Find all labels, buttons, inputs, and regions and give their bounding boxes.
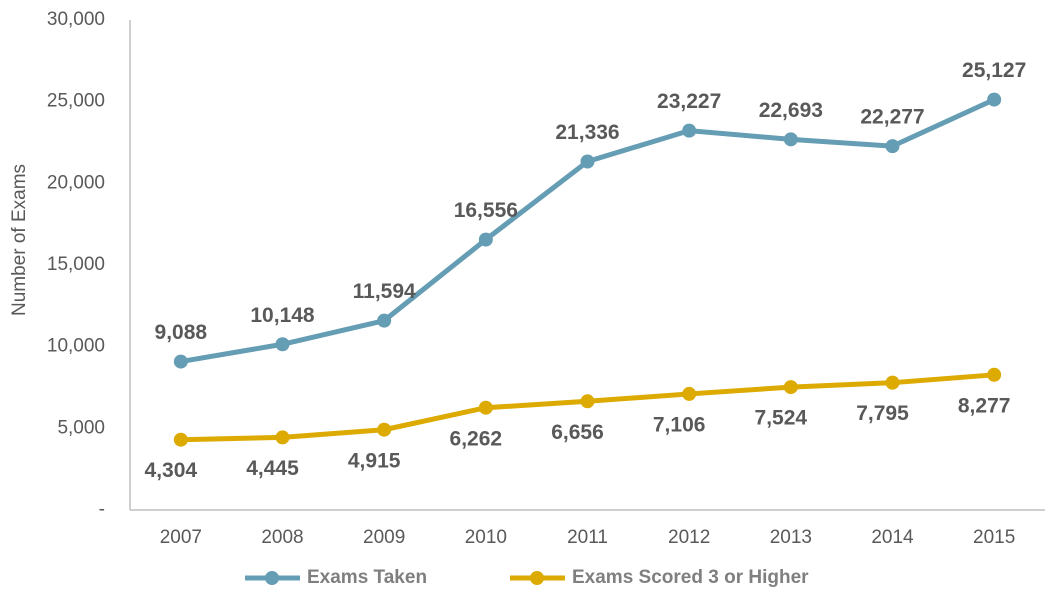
x-tick-label: 2012 xyxy=(668,527,710,548)
point xyxy=(682,386,697,401)
y-tick-label: 30,000 xyxy=(47,9,105,30)
point xyxy=(275,337,290,352)
x-tick-label: 2015 xyxy=(973,527,1015,548)
point xyxy=(783,132,798,147)
y-tick-label: 25,000 xyxy=(47,91,105,112)
point xyxy=(885,139,900,154)
data-label: 7,795 xyxy=(856,402,909,425)
point xyxy=(987,367,1002,382)
x-tick-label: 2014 xyxy=(871,527,914,548)
point xyxy=(580,394,595,409)
data-label: 22,277 xyxy=(860,106,924,129)
data-label: 8,277 xyxy=(958,394,1011,417)
y-tick-label: 15,000 xyxy=(47,254,105,275)
data-label: 4,445 xyxy=(246,457,299,480)
data-label: 11,594 xyxy=(353,280,416,303)
y-tick-label: 20,000 xyxy=(47,172,105,193)
data-label: 10,148 xyxy=(250,304,315,327)
data-label: 7,106 xyxy=(653,413,706,436)
data-label: 6,656 xyxy=(551,421,604,444)
x-tick-label: 2013 xyxy=(770,527,812,548)
data-label: 4,915 xyxy=(348,449,401,472)
point xyxy=(173,354,188,369)
data-label: 7,524 xyxy=(755,407,808,430)
data-label: 25,127 xyxy=(962,59,1026,82)
point xyxy=(478,400,493,415)
data-label: 16,556 xyxy=(454,199,518,222)
x-tick-label: 2008 xyxy=(261,527,303,548)
y-axis-label: Number of Exams xyxy=(9,164,30,316)
data-label: 21,336 xyxy=(555,121,619,144)
y-tick-label: 5,000 xyxy=(57,417,105,438)
x-tick-label: 2009 xyxy=(363,527,405,548)
point xyxy=(987,92,1002,107)
legend-label: Exams Taken xyxy=(307,567,427,588)
point xyxy=(682,123,697,138)
x-tick-label: 2011 xyxy=(567,527,608,548)
point xyxy=(885,375,900,390)
legend-marker xyxy=(530,571,544,585)
y-tick-label: 10,000 xyxy=(47,336,105,357)
data-label: 4,304 xyxy=(145,459,198,482)
legend-marker xyxy=(265,571,279,585)
data-label: 23,227 xyxy=(657,90,721,113)
point xyxy=(580,154,595,169)
data-label: 6,262 xyxy=(450,427,503,450)
point xyxy=(173,432,188,447)
point xyxy=(275,430,290,445)
x-tick-label: 2007 xyxy=(160,527,202,548)
y-tick-label: - xyxy=(99,499,105,520)
data-label: 9,088 xyxy=(155,321,208,344)
point xyxy=(478,232,493,247)
point xyxy=(377,422,392,437)
legend-label: Exams Scored 3 or Higher xyxy=(572,567,809,588)
point xyxy=(377,313,392,328)
point xyxy=(783,380,798,395)
x-tick-label: 2010 xyxy=(465,527,507,548)
data-label: 22,693 xyxy=(759,99,823,122)
